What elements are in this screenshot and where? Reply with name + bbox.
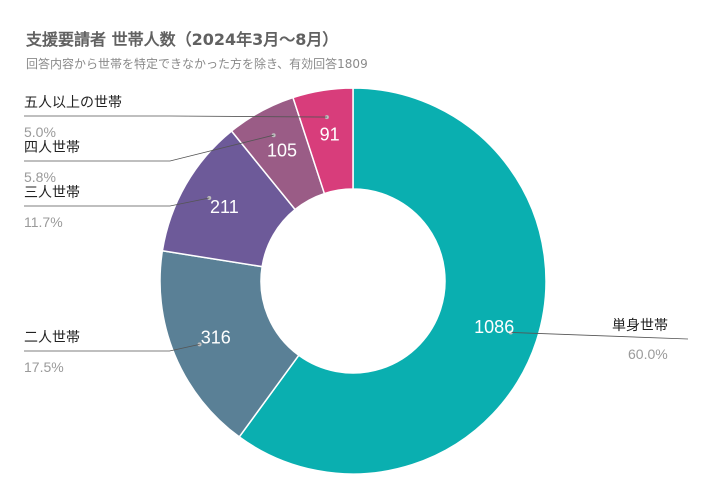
percent-label-0: 60.0% [628, 346, 668, 362]
chart-subtitle: 回答内容から世帯を特定できなかった方を除き、有効回答1809 [26, 57, 368, 71]
leader-lines [24, 115, 689, 352]
category-label-3: 四人世帯 [24, 140, 80, 156]
slice-value-label-4: 91 [320, 124, 340, 144]
leader-line-4 [24, 115, 327, 118]
category-label-2: 三人世帯 [24, 185, 80, 201]
percent-label-4: 5.0% [24, 124, 56, 140]
leader-line-2 [24, 197, 210, 207]
percent-label-3: 5.8% [24, 169, 56, 185]
category-label-0: 単身世帯 [612, 318, 668, 334]
slice-0 [238, 87, 547, 475]
chart-title: 支援要請者 世帯人数（2024年3月～8月） [26, 30, 339, 49]
slice-value-label-3: 105 [267, 141, 297, 161]
slice-value-label-1: 316 [201, 328, 231, 348]
donut-slices [159, 87, 547, 475]
percent-label-2: 11.7% [24, 214, 63, 230]
percent-label-1: 17.5% [24, 359, 64, 375]
category-label-1: 二人世帯 [24, 330, 80, 346]
slice-value-label-2: 211 [210, 197, 239, 217]
slice-1 [159, 249, 300, 438]
slice-labels: 1086 単身世帯 60.0% 316 二人世帯 17.5% 211 三人世帯 11.7% 105… [24, 95, 668, 375]
leader-line-0 [510, 332, 689, 340]
category-label-4: 五人以上の世帯 [24, 95, 122, 111]
leader-line-1 [24, 343, 200, 352]
slice-4 [292, 87, 354, 195]
leader-line-3 [24, 134, 274, 162]
slice-value-label-0: 1086 [474, 317, 514, 337]
